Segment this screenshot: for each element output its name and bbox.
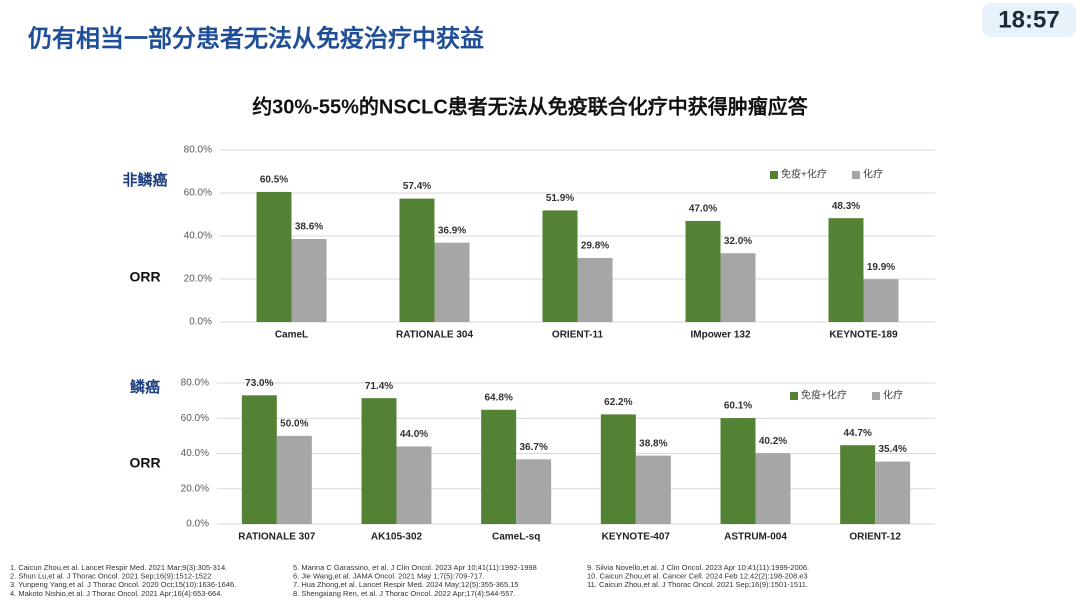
- value-label: 29.8%: [581, 241, 609, 252]
- y-tick-label: 20.0%: [181, 483, 209, 494]
- value-label: 71.4%: [365, 381, 393, 392]
- bar: [291, 239, 327, 322]
- x-tick-label: RATIONALE 307: [238, 532, 315, 543]
- reference: 8. Shengxiang Ren, et al. J Thorac Oncol…: [293, 589, 516, 598]
- value-label: 38.6%: [295, 222, 323, 233]
- value-label: 36.7%: [519, 442, 547, 453]
- bar: [396, 446, 432, 524]
- chart-label: 非鳞癌: [122, 171, 167, 189]
- bar: [875, 461, 911, 524]
- legend-swatch: [770, 171, 778, 179]
- reference: 5. Marina C Garassino, et al. J Clin Onc…: [293, 563, 537, 572]
- page-title: 仍有相当一部分患者无法从免疫治疗中获益: [28, 24, 484, 52]
- value-label: 48.3%: [832, 201, 860, 212]
- legend-label: 免疫+化疗: [781, 168, 827, 181]
- x-tick-label: ORIENT-12: [849, 532, 901, 543]
- x-tick-label: RATIONALE 304: [396, 330, 473, 341]
- x-tick-label: IMpower 132: [690, 330, 750, 341]
- chart-label: 鳞癌: [130, 378, 160, 396]
- value-label: 60.1%: [724, 401, 752, 412]
- reference: 4. Makoto Nishio,et al. J Thorac Oncol. …: [10, 589, 222, 598]
- y-tick-label: 80.0%: [184, 145, 212, 156]
- y-tick-label: 40.0%: [184, 231, 212, 242]
- bar: [828, 218, 864, 322]
- value-label: 44.7%: [843, 428, 871, 439]
- value-label: 35.4%: [878, 444, 906, 455]
- bar: [399, 198, 435, 322]
- bar: [276, 435, 312, 524]
- y-tick-label: 20.0%: [184, 274, 212, 285]
- value-label: 36.9%: [438, 225, 466, 236]
- bar: [840, 445, 876, 524]
- bar: [635, 455, 671, 524]
- legend-swatch: [790, 392, 798, 400]
- legend-label: 免疫+化疗: [801, 389, 847, 402]
- legend-swatch: [872, 392, 880, 400]
- bar: [256, 191, 292, 322]
- reference: 1. Caicun Zhou,et al. Lancet Respir Med.…: [10, 563, 227, 572]
- reference: 10. Caicun Zhou,et al. Cancer Cell. 2024…: [587, 572, 808, 581]
- y-tick-label: 60.0%: [184, 188, 212, 199]
- legend-swatch: [852, 171, 860, 179]
- y-tick-label: 40.0%: [181, 448, 209, 459]
- y-axis-label: ORR: [129, 455, 160, 471]
- x-tick-label: KEYNOTE-189: [829, 330, 898, 341]
- bar: [516, 459, 552, 524]
- reference: 9. Silvia Novello,et al. J Clin Oncol. 2…: [587, 563, 809, 572]
- y-tick-label: 60.0%: [181, 413, 209, 424]
- value-label: 50.0%: [280, 419, 308, 430]
- value-label: 38.8%: [639, 438, 667, 449]
- bar: [361, 398, 397, 524]
- y-tick-label: 0.0%: [189, 317, 212, 328]
- bar: [241, 395, 277, 524]
- clock: 18:57: [998, 6, 1059, 33]
- bar: [720, 418, 756, 524]
- value-label: 51.9%: [546, 193, 574, 204]
- x-tick-label: CameL: [275, 330, 308, 341]
- value-label: 73.0%: [245, 378, 273, 389]
- bar: [577, 257, 613, 322]
- value-label: 32.0%: [724, 236, 752, 247]
- value-label: 40.2%: [759, 436, 787, 447]
- reference: 7. Hua Zhong,et al. Lancet Respir Med. 2…: [293, 580, 519, 589]
- value-label: 62.2%: [604, 397, 632, 408]
- bar: [863, 279, 899, 322]
- clock-box: [982, 3, 1076, 37]
- legend-label: 化疗: [883, 389, 903, 402]
- bar: [542, 210, 578, 322]
- x-tick-label: AK105-302: [371, 532, 423, 543]
- bar: [600, 414, 636, 524]
- legend-label: 化疗: [863, 168, 883, 181]
- value-label: 19.9%: [867, 262, 895, 273]
- x-tick-label: KEYNOTE-407: [602, 532, 671, 543]
- y-tick-label: 80.0%: [181, 378, 209, 389]
- value-label: 64.8%: [484, 392, 512, 403]
- bar: [481, 409, 517, 524]
- reference: 11. Caicun Zhou,et al. J Thorac Oncol. 2…: [587, 580, 808, 589]
- value-label: 44.0%: [400, 429, 428, 440]
- bar: [720, 253, 756, 322]
- bar: [755, 453, 791, 524]
- x-tick-label: ASTRUM-004: [724, 532, 787, 543]
- x-tick-label: ORIENT-11: [552, 330, 604, 341]
- value-label: 47.0%: [689, 204, 717, 215]
- value-label: 60.5%: [260, 175, 288, 186]
- heading: 约30%-55%的NSCLC患者无法从免疫联合化疗中获得肿瘤应答: [252, 94, 809, 118]
- reference: 3. Yunpeng Yang,et al. J Thorac Oncol. 2…: [10, 580, 236, 589]
- y-tick-label: 0.0%: [186, 519, 209, 530]
- reference: 6. Jie Wang,et al. JAMA Oncol. 2021 May …: [293, 572, 485, 581]
- reference: 2. Shun Lu,et al. J Thorac Oncol. 2021 S…: [10, 572, 211, 581]
- y-axis-label: ORR: [129, 269, 160, 285]
- x-tick-label: CameL-sq: [492, 532, 540, 543]
- value-label: 57.4%: [403, 181, 431, 192]
- bar: [434, 242, 470, 322]
- bar: [685, 220, 721, 322]
